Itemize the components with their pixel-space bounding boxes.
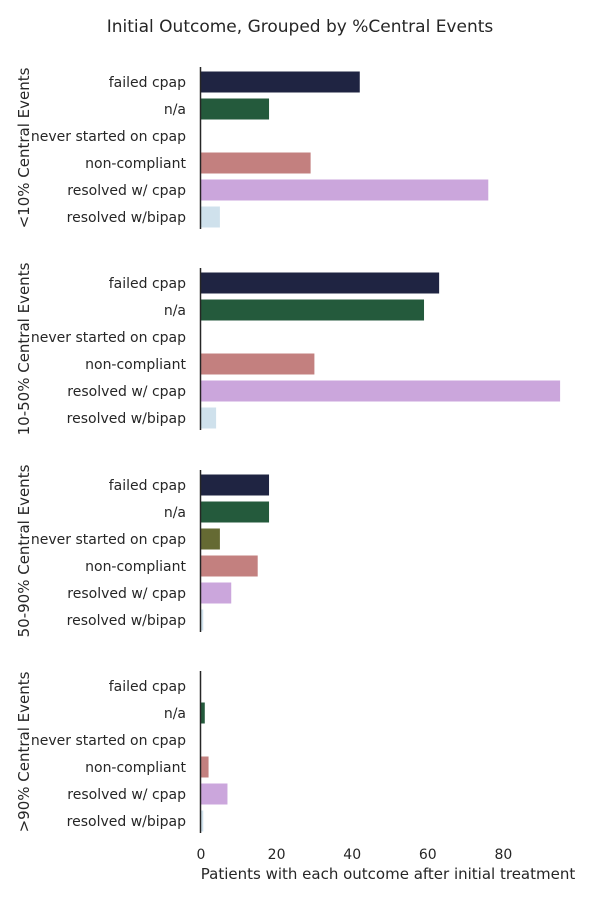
bar-never-started-on-cpap — [201, 528, 220, 550]
category-label-never-started-on-cpap: never started on cpap — [31, 129, 186, 145]
category-label-n-a: n/a — [164, 706, 186, 722]
panel-label: >90% Central Events — [15, 671, 33, 832]
bar-resolved-w-cpap — [201, 783, 228, 805]
category-label-failed-cpap: failed cpap — [109, 75, 186, 91]
category-label-resolved-w-cpap: resolved w/ cpap — [67, 183, 186, 199]
bar-n-a — [201, 299, 425, 321]
bar-non-compliant — [201, 555, 258, 577]
panel-3: failed cpap n/a never started on cpap non-c… — [15, 464, 270, 637]
bar-non-compliant — [201, 353, 315, 375]
category-label-n-a: n/a — [164, 303, 186, 319]
category-label-non-compliant: non-compliant — [85, 156, 186, 172]
bar-resolved-w-bipap — [201, 609, 204, 631]
x-axis-title: Patients with each outcome after initial… — [201, 865, 576, 883]
bar-resolved-w-bipap — [201, 407, 217, 429]
bar-n-a — [201, 501, 270, 523]
panel-label: 10-50% Central Events — [15, 262, 33, 435]
category-label-resolved-w-cpap: resolved w/ cpap — [67, 384, 186, 400]
category-label-never-started-on-cpap: never started on cpap — [31, 532, 186, 548]
bar-n-a — [201, 702, 205, 724]
bar-resolved-w-cpap — [201, 582, 232, 604]
bar-resolved-w-cpap — [201, 380, 561, 402]
category-label-failed-cpap: failed cpap — [109, 478, 186, 494]
category-label-failed-cpap: failed cpap — [109, 276, 186, 292]
category-label-never-started-on-cpap: never started on cpap — [31, 733, 186, 749]
category-label-resolved-w-cpap: resolved w/ cpap — [67, 787, 186, 803]
x-tick-label: 80 — [494, 847, 512, 863]
bar-non-compliant — [201, 756, 209, 778]
bar-failed-cpap — [201, 71, 360, 93]
bar-failed-cpap — [201, 474, 270, 496]
panel-1: failed cpap n/a never started on cpap non-c… — [15, 67, 489, 229]
category-label-non-compliant: non-compliant — [85, 357, 186, 373]
category-label-non-compliant: non-compliant — [85, 760, 186, 776]
panel-4: failed cpap n/a never started on cpap non-c… — [15, 671, 228, 833]
category-label-failed-cpap: failed cpap — [109, 679, 186, 695]
x-tick-label: 40 — [343, 847, 361, 863]
x-tick-label: 20 — [268, 847, 286, 863]
category-label-never-started-on-cpap: never started on cpap — [31, 330, 186, 346]
category-label-resolved-w-cpap: resolved w/ cpap — [67, 586, 186, 602]
category-label-n-a: n/a — [164, 505, 186, 521]
bar-n-a — [201, 98, 270, 120]
category-label-resolved-w-bipap: resolved w/bipap — [67, 210, 186, 226]
category-label-resolved-w-bipap: resolved w/bipap — [67, 411, 186, 427]
x-tick-label: 0 — [197, 847, 206, 863]
panels: failed cpap n/a never started on cpap non-c… — [15, 67, 561, 833]
chart-title: Initial Outcome, Grouped by %Central Eve… — [107, 17, 494, 37]
panel-2: failed cpap n/a never started on cpap non-c… — [15, 262, 561, 435]
bar-resolved-w-cpap — [201, 179, 489, 201]
panel-label: 50-90% Central Events — [15, 464, 33, 637]
bar-resolved-w-bipap — [201, 206, 220, 228]
panel-label: <10% Central Events — [15, 67, 33, 228]
x-axis: 0 20 40 60 80 — [197, 847, 513, 863]
category-label-n-a: n/a — [164, 102, 186, 118]
x-tick-label: 60 — [419, 847, 437, 863]
bar-non-compliant — [201, 152, 311, 174]
category-label-non-compliant: non-compliant — [85, 559, 186, 575]
category-label-resolved-w-bipap: resolved w/bipap — [67, 814, 186, 830]
bar-resolved-w-bipap — [201, 810, 204, 832]
bar-failed-cpap — [201, 272, 440, 294]
category-label-resolved-w-bipap: resolved w/bipap — [67, 613, 186, 629]
